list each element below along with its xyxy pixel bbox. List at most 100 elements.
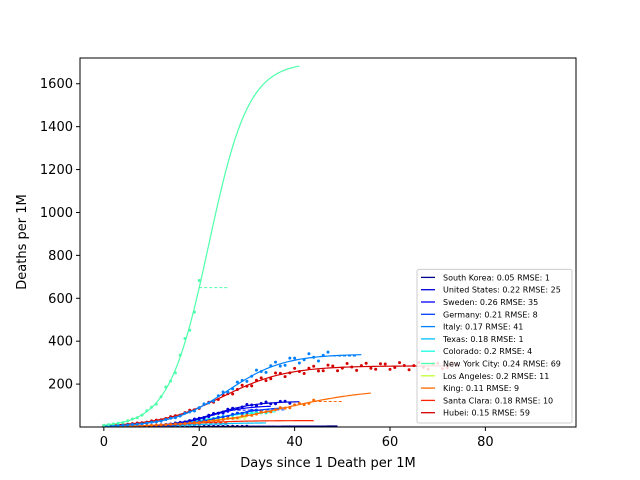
data-point xyxy=(226,416,230,420)
data-point xyxy=(197,416,201,420)
data-point xyxy=(254,404,258,408)
data-point xyxy=(221,410,225,414)
data-point xyxy=(178,422,182,426)
data-point xyxy=(250,384,254,388)
data-point xyxy=(207,419,211,423)
data-point xyxy=(111,422,115,426)
data-point xyxy=(235,380,239,384)
data-point xyxy=(173,416,177,420)
data-point xyxy=(293,356,297,360)
data-point xyxy=(126,419,130,423)
x-axis-label: Days since 1 Death per 1M xyxy=(240,456,416,471)
data-point xyxy=(216,394,220,398)
data-point xyxy=(245,379,249,383)
data-point xyxy=(116,424,120,427)
data-point xyxy=(245,410,249,414)
x-tick-label: 40 xyxy=(286,435,303,450)
data-point xyxy=(254,378,258,382)
data-point xyxy=(293,403,297,407)
data-point xyxy=(207,401,211,405)
data-point xyxy=(154,420,158,424)
data-point xyxy=(207,413,211,417)
data-point xyxy=(197,278,201,282)
data-point xyxy=(150,405,154,409)
y-tick-label: 1000 xyxy=(40,206,73,221)
data-point xyxy=(216,397,220,401)
legend-entry: Santa Clara: 0.18 RMSE: 10 xyxy=(443,396,553,405)
data-point xyxy=(383,362,387,366)
data-point xyxy=(216,419,220,423)
data-point xyxy=(154,423,158,427)
data-point xyxy=(192,417,196,421)
data-point xyxy=(183,422,187,426)
legend-entry: Texas: 0.18 RMSE: 1 xyxy=(442,335,524,344)
data-point xyxy=(345,362,349,365)
data-point xyxy=(250,408,254,412)
data-point xyxy=(145,421,149,425)
legend-entry: King: 0.11 RMSE: 9 xyxy=(443,384,519,393)
x-tick-label: 0 xyxy=(100,435,108,450)
data-point xyxy=(212,424,216,427)
data-point xyxy=(173,422,177,426)
data-point xyxy=(116,421,120,425)
data-point xyxy=(235,388,239,392)
data-point xyxy=(321,369,325,373)
data-point xyxy=(226,424,230,427)
data-point xyxy=(169,416,173,420)
data-point xyxy=(240,414,244,418)
data-point xyxy=(212,399,216,403)
legend-entry: South Korea: 0.05 RMSE: 1 xyxy=(443,273,550,282)
data-point xyxy=(235,416,239,420)
data-point xyxy=(274,371,278,375)
data-point xyxy=(188,410,192,414)
data-point xyxy=(359,364,363,368)
y-tick-label: 1200 xyxy=(40,163,73,178)
data-point xyxy=(398,361,402,365)
data-point xyxy=(226,390,230,394)
data-point xyxy=(178,414,182,418)
data-point xyxy=(164,418,168,422)
data-point xyxy=(355,368,359,372)
data-point xyxy=(121,420,125,424)
legend-entry: Germany: 0.21 RMSE: 8 xyxy=(443,310,538,319)
legend-box xyxy=(416,268,573,424)
data-point xyxy=(164,423,168,427)
data-point xyxy=(221,415,225,419)
data-point xyxy=(240,411,244,415)
data-point xyxy=(307,352,311,356)
data-point xyxy=(235,411,239,415)
data-point xyxy=(336,369,340,373)
legend-entry: Colorado: 0.2 RMSE: 4 xyxy=(443,347,532,356)
data-point xyxy=(412,364,416,368)
axes: 0 20 40 60 80 200 400 600 800 1000 1200 1400 1600 xyxy=(40,57,577,450)
data-point xyxy=(216,415,220,419)
plot-frame xyxy=(79,57,577,428)
data-point xyxy=(288,401,292,405)
data-point xyxy=(402,364,406,368)
data-point xyxy=(269,364,273,368)
data-point xyxy=(264,370,268,374)
data-point xyxy=(197,421,201,425)
data-point xyxy=(107,423,111,427)
data-point xyxy=(278,406,282,410)
data-point xyxy=(135,422,139,426)
observed-points-new-york-city xyxy=(102,278,201,427)
data-point xyxy=(245,413,249,417)
data-point xyxy=(169,422,173,426)
data-point xyxy=(197,406,201,410)
data-point xyxy=(407,368,411,372)
data-point xyxy=(231,392,235,396)
data-point xyxy=(202,402,206,406)
data-point xyxy=(278,371,282,375)
data-point xyxy=(302,403,306,407)
data-point xyxy=(188,328,192,332)
data-point xyxy=(192,409,196,413)
data-point xyxy=(216,424,220,427)
data-point xyxy=(212,419,216,423)
data-point xyxy=(278,364,282,368)
data-point xyxy=(159,423,163,427)
data-point xyxy=(283,375,287,379)
data-point xyxy=(264,379,268,383)
data-point xyxy=(145,424,149,427)
plot-content xyxy=(102,65,459,427)
